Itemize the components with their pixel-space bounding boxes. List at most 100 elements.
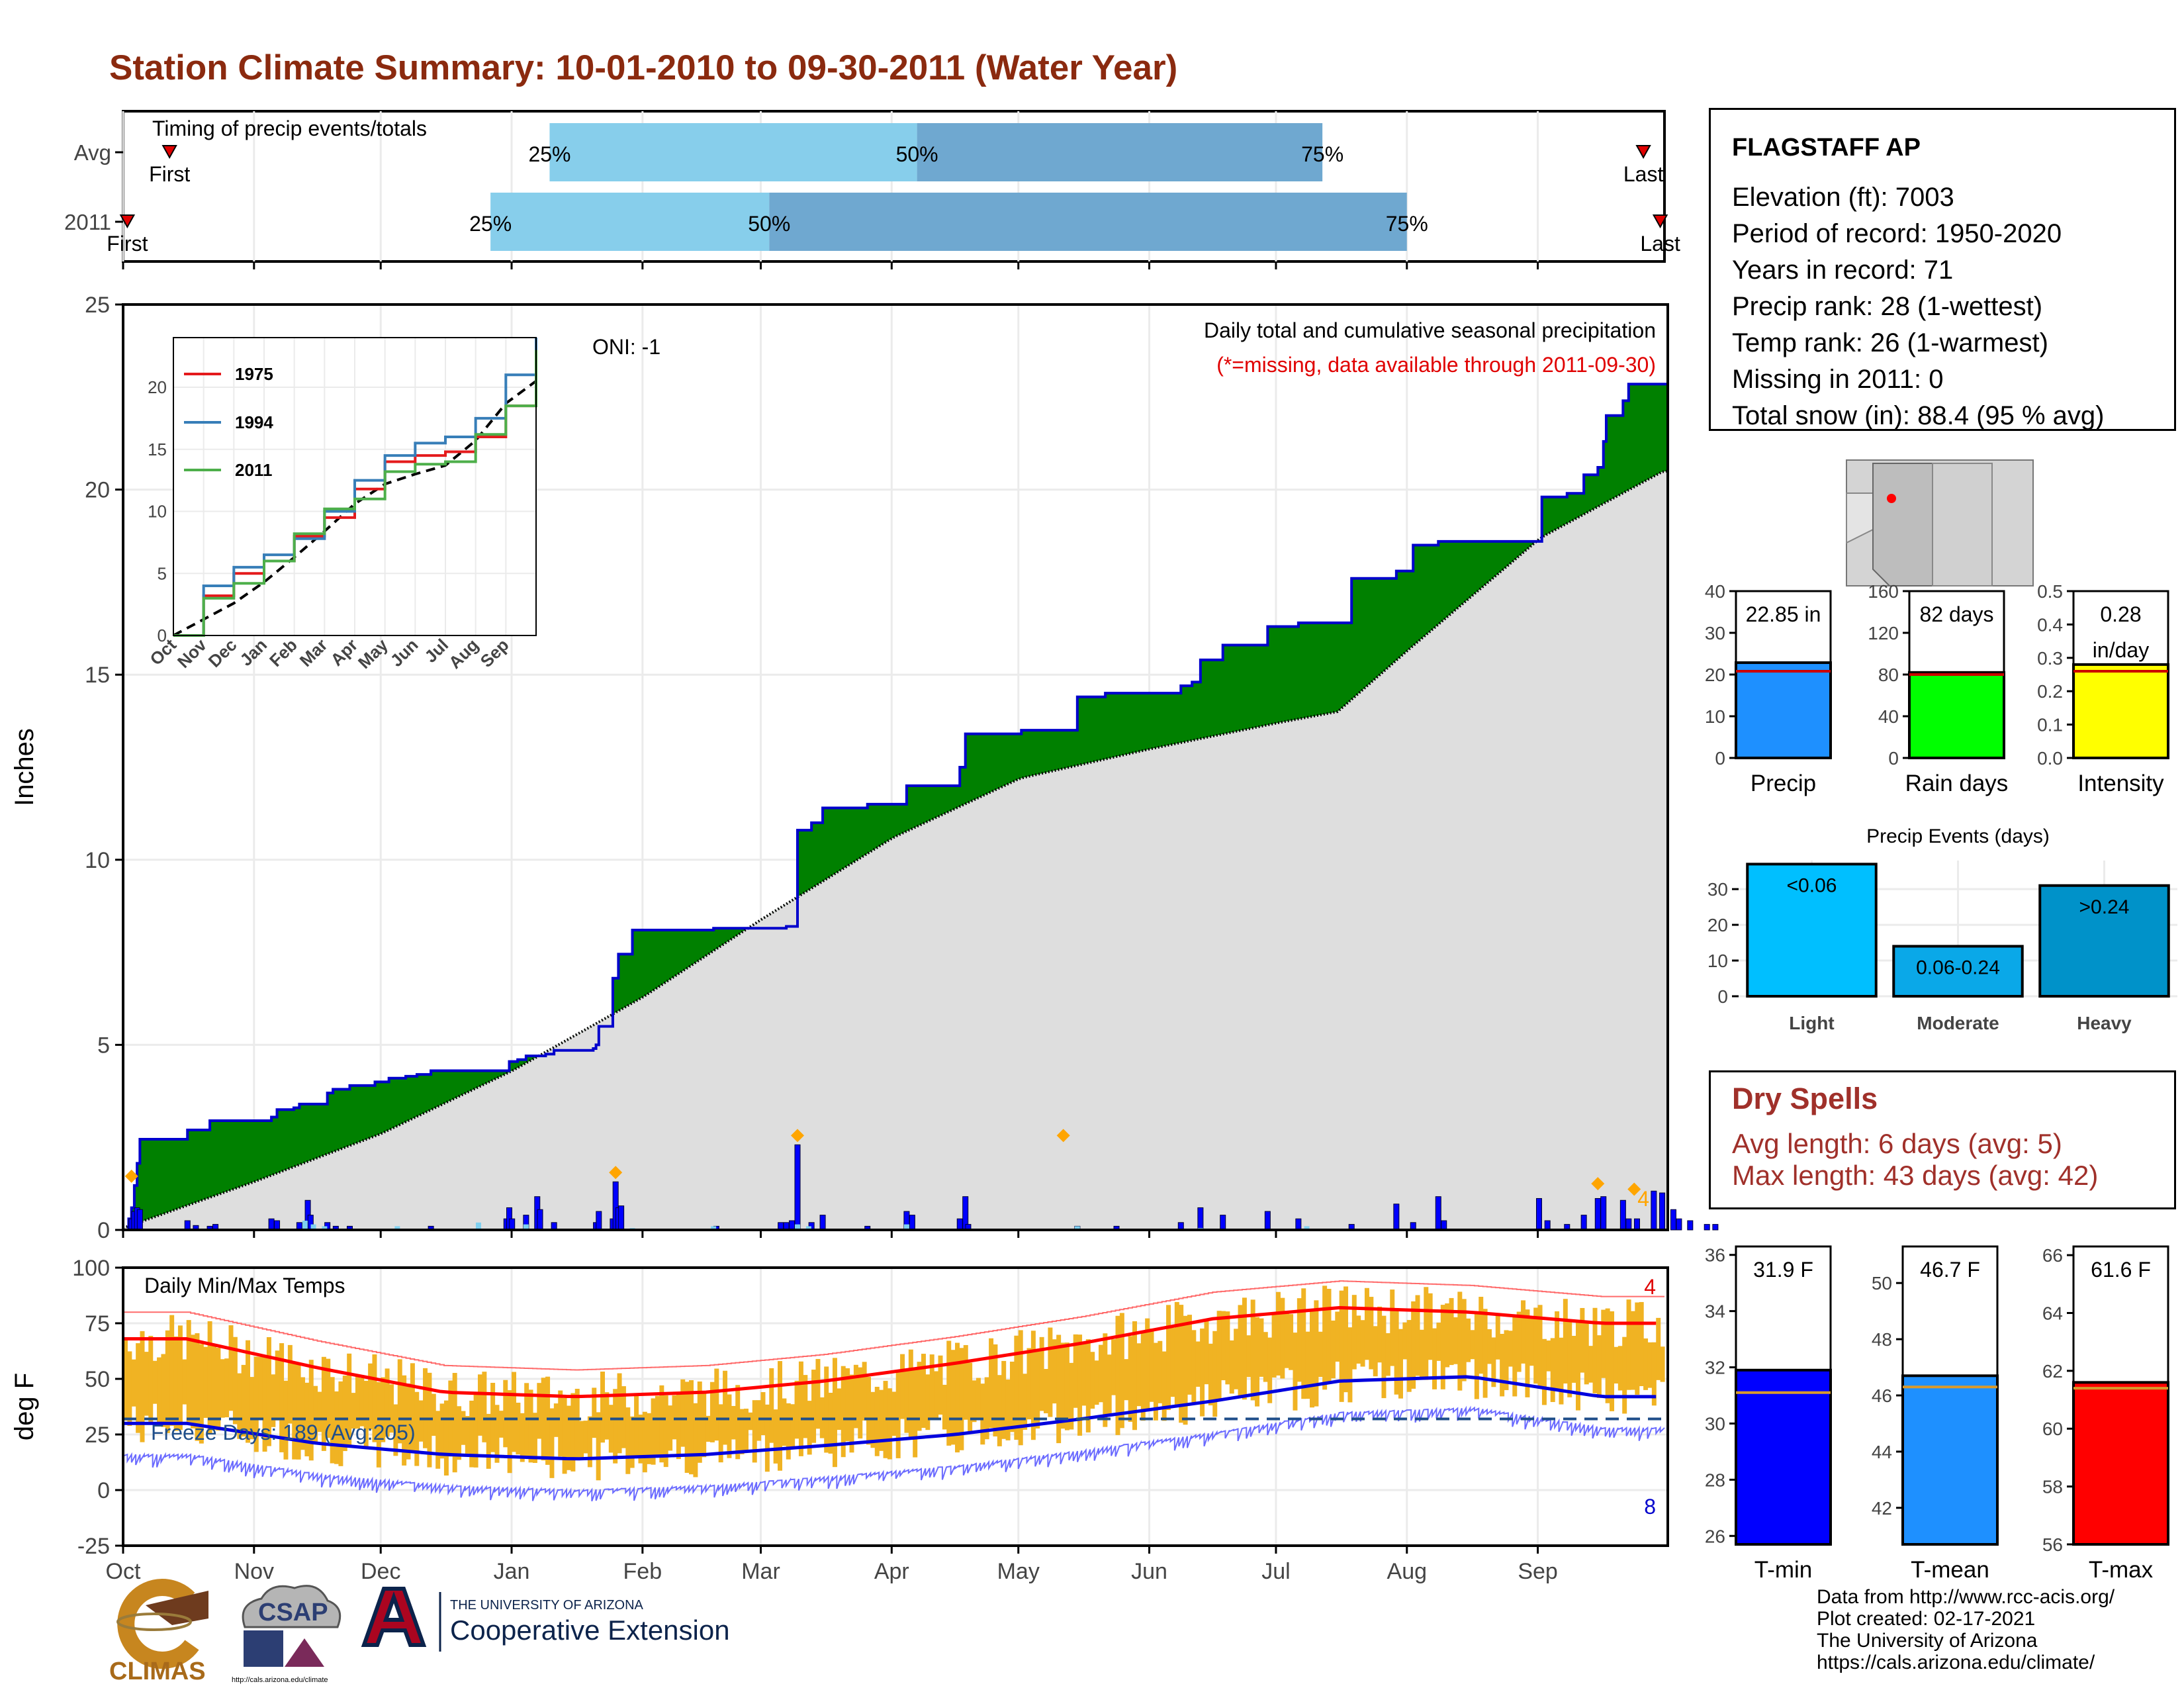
temps-daily-bar xyxy=(1394,1311,1399,1395)
credit-line: Plot created: 02-17-2021 xyxy=(1817,1608,2036,1630)
temps-daily-bar xyxy=(216,1348,221,1431)
temps-daily-bar xyxy=(1500,1333,1505,1397)
timing-row-label: Avg xyxy=(74,140,111,165)
temps-daily-bar xyxy=(1601,1309,1606,1378)
temps-daily-bar xyxy=(1107,1354,1112,1417)
precip-chart: 0 5 10 15 20 25 Inches Daily total and cumulati… xyxy=(10,293,1719,1243)
temps-daily-bar xyxy=(355,1375,360,1429)
timing-last-label: Last xyxy=(1623,162,1664,186)
precip-daily-bar xyxy=(1687,1220,1694,1231)
temps-daily-bar xyxy=(131,1359,136,1407)
precip-record-marker xyxy=(791,1129,805,1143)
temps-daily-bar xyxy=(608,1405,614,1453)
temps-daily-bar xyxy=(980,1383,985,1445)
events-category-label: Light xyxy=(1789,1013,1834,1033)
temps-daily-bar xyxy=(1301,1288,1306,1399)
temps-daily-bar xyxy=(1474,1313,1479,1399)
temps-daily-bar xyxy=(1305,1331,1310,1399)
panel-label: T-max xyxy=(2089,1557,2154,1583)
temps-daily-bar xyxy=(490,1382,496,1452)
temps-daily-bar xyxy=(1153,1342,1158,1421)
temps-daily-bar xyxy=(228,1325,234,1411)
temps-daily-bar xyxy=(832,1358,837,1468)
panel-value-bar xyxy=(1901,1374,1999,1546)
temps-daily-bar xyxy=(1364,1288,1369,1360)
temps-daily-bar xyxy=(798,1361,803,1456)
temps-daily-bar xyxy=(790,1404,796,1448)
temps-daily-bar xyxy=(1271,1315,1277,1378)
timing-pct-label: 50% xyxy=(896,142,938,166)
temps-daily-bar xyxy=(423,1368,428,1448)
temps-daily-bar xyxy=(629,1416,635,1468)
precip-daily-bar xyxy=(819,1215,826,1231)
timing-pct-label: 75% xyxy=(1386,212,1428,236)
panel-value-label: 22.85 in xyxy=(1746,602,1821,626)
timing-subtitle: Timing of precip events/totals xyxy=(152,117,427,140)
events-bar xyxy=(1746,863,1878,998)
panel-value-label: 46.7 F xyxy=(1920,1258,1980,1282)
timing-first-marker xyxy=(119,214,136,229)
temps-daily-bar xyxy=(976,1378,981,1418)
temps-daily-bar xyxy=(140,1331,145,1442)
inset-ytick-label: 5 xyxy=(158,563,167,583)
temps-daily-bar xyxy=(498,1411,504,1438)
temps-daily-bar xyxy=(689,1380,694,1475)
station-temp-rank: Temp rank: 26 (1-warmest) xyxy=(1732,328,2048,357)
dry-spells-max: Max length: 43 days (avg: 42) xyxy=(1732,1160,2099,1191)
temps-daily-bar xyxy=(743,1409,749,1451)
temps-record-low-line xyxy=(122,1405,1665,1502)
precip-daily-bar xyxy=(1619,1199,1626,1231)
temps-daily-bar xyxy=(1445,1303,1450,1368)
temps-daily-bar xyxy=(613,1389,618,1464)
temps-daily-bar xyxy=(1428,1293,1433,1360)
precip-average-area xyxy=(123,471,1668,1230)
temps-daily-bar xyxy=(1457,1291,1463,1391)
temps-xtick-label: Oct xyxy=(106,1559,141,1584)
timing-pct-label: 50% xyxy=(748,212,790,236)
temps-daily-bar xyxy=(1541,1338,1547,1405)
temps-daily-bar xyxy=(1487,1329,1492,1364)
station-name: FLAGSTAFF AP xyxy=(1732,134,1921,162)
temps-daily-bar xyxy=(1470,1330,1475,1360)
temps-daily-bar xyxy=(359,1378,365,1427)
inset-frame xyxy=(173,337,537,636)
temps-daily-bar xyxy=(1533,1307,1539,1384)
temps-daily-bar xyxy=(452,1373,457,1473)
dry-spells-avg: Avg length: 6 days (avg: 5) xyxy=(1732,1128,2062,1159)
panel-ytick-label: 0.4 xyxy=(2037,614,2063,635)
temps-daily-bar xyxy=(406,1383,411,1460)
temps-daily-bar xyxy=(123,1339,128,1421)
temps-daily-bar xyxy=(1449,1297,1454,1366)
temps-daily-bar xyxy=(1085,1339,1091,1432)
temps-daily-bar xyxy=(1048,1327,1053,1417)
temps-daily-bar xyxy=(1385,1333,1390,1376)
precip-annotation-title: Daily total and cumulative seasonal prec… xyxy=(1204,318,1656,342)
inset-ytick-label: 15 xyxy=(148,440,167,459)
temps-daily-bar xyxy=(904,1370,909,1433)
temps-daily-bar xyxy=(388,1384,394,1433)
temps-daily-bar xyxy=(1605,1308,1610,1403)
climas-logo-text: CLIMAS xyxy=(109,1658,206,1685)
timing-bar-50-75 xyxy=(769,193,1407,251)
temps-daily-bar xyxy=(347,1353,352,1445)
temps-daily-bar xyxy=(997,1375,1002,1446)
temps-daily-bar xyxy=(1001,1360,1007,1439)
temps-daily-bar xyxy=(1187,1315,1192,1395)
precip-daily-bar xyxy=(794,1144,801,1231)
temps-daily-bar xyxy=(1546,1340,1551,1372)
temps-daily-bar xyxy=(913,1370,918,1458)
temps-daily-bar xyxy=(1094,1360,1099,1405)
temps-daily-bar xyxy=(1610,1311,1615,1411)
temps-daily-bar xyxy=(368,1363,373,1430)
temps-frame xyxy=(122,1266,1669,1547)
temps-daily-bar xyxy=(1229,1340,1234,1394)
temps-daily-bar xyxy=(507,1390,512,1474)
temps-daily-bar xyxy=(727,1394,732,1458)
temps-daily-bar xyxy=(1044,1369,1048,1413)
temps-daily-bar xyxy=(1250,1299,1255,1401)
temps-daily-bar xyxy=(1596,1335,1602,1398)
temps-daily-bar xyxy=(1651,1342,1657,1406)
temps-daily-bar xyxy=(385,1368,390,1437)
ua-a-icon xyxy=(361,1587,427,1647)
